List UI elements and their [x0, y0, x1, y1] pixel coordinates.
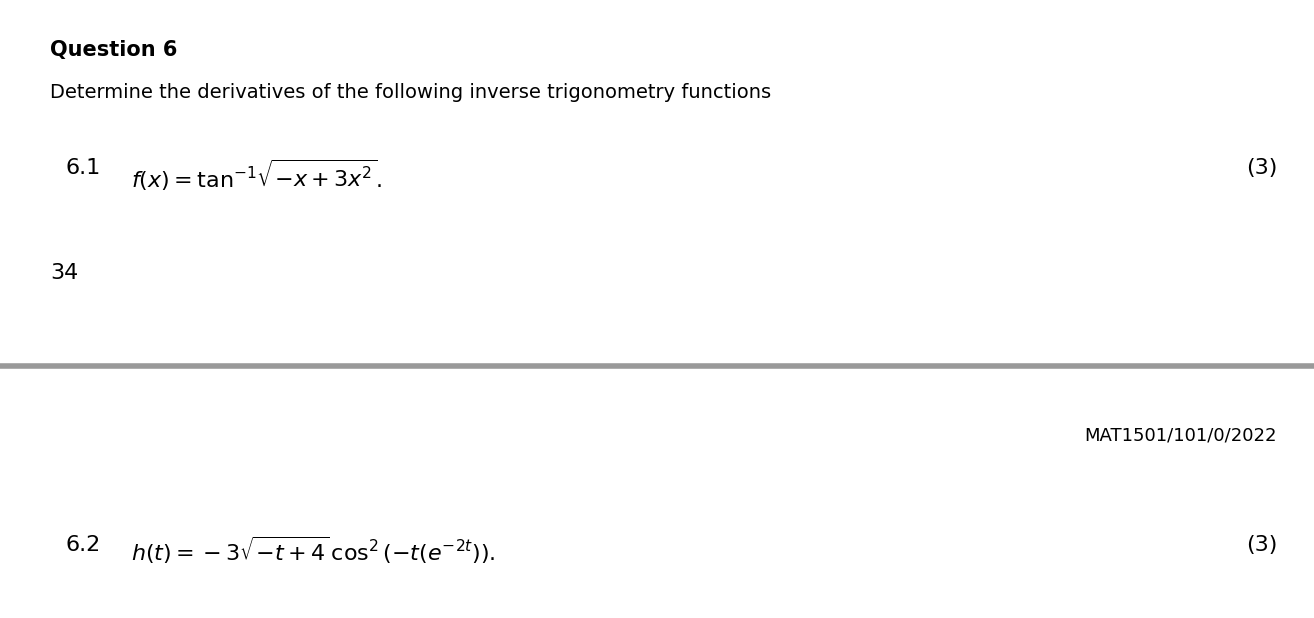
- Text: Determine the derivatives of the following inverse trigonometry functions: Determine the derivatives of the followi…: [50, 83, 771, 103]
- Text: 34: 34: [50, 263, 78, 282]
- Text: MAT1501/101/0/2022: MAT1501/101/0/2022: [1085, 426, 1277, 444]
- Text: (3): (3): [1246, 535, 1277, 554]
- Text: $h(t) = -3\sqrt{-t + 4}\,\cos^{2}(-t(e^{-2t})).$: $h(t) = -3\sqrt{-t + 4}\,\cos^{2}(-t(e^{…: [131, 535, 495, 566]
- Text: (3): (3): [1246, 158, 1277, 177]
- Text: $f(x) = \tan^{-1} \!\sqrt{-x + 3x^2}.$: $f(x) = \tan^{-1} \!\sqrt{-x + 3x^2}.$: [131, 158, 382, 193]
- Text: 6.2: 6.2: [66, 535, 101, 554]
- Text: 6.1: 6.1: [66, 158, 101, 177]
- Text: Question 6: Question 6: [50, 40, 177, 60]
